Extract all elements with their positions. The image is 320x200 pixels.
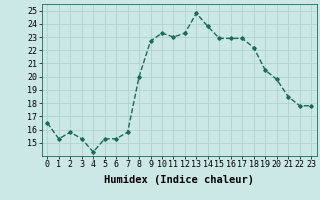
X-axis label: Humidex (Indice chaleur): Humidex (Indice chaleur) bbox=[104, 175, 254, 185]
